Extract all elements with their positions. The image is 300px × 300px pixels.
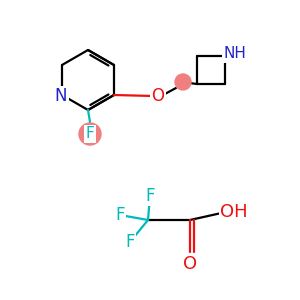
- Text: O: O: [152, 87, 164, 105]
- Text: O: O: [183, 255, 197, 273]
- Text: F: F: [145, 187, 155, 205]
- Circle shape: [79, 123, 101, 145]
- Circle shape: [175, 74, 191, 90]
- Text: F: F: [125, 233, 135, 251]
- Text: NH: NH: [224, 46, 246, 62]
- Text: OH: OH: [220, 203, 248, 221]
- Text: F: F: [115, 206, 125, 224]
- Text: F: F: [85, 127, 94, 142]
- Text: N: N: [55, 87, 67, 105]
